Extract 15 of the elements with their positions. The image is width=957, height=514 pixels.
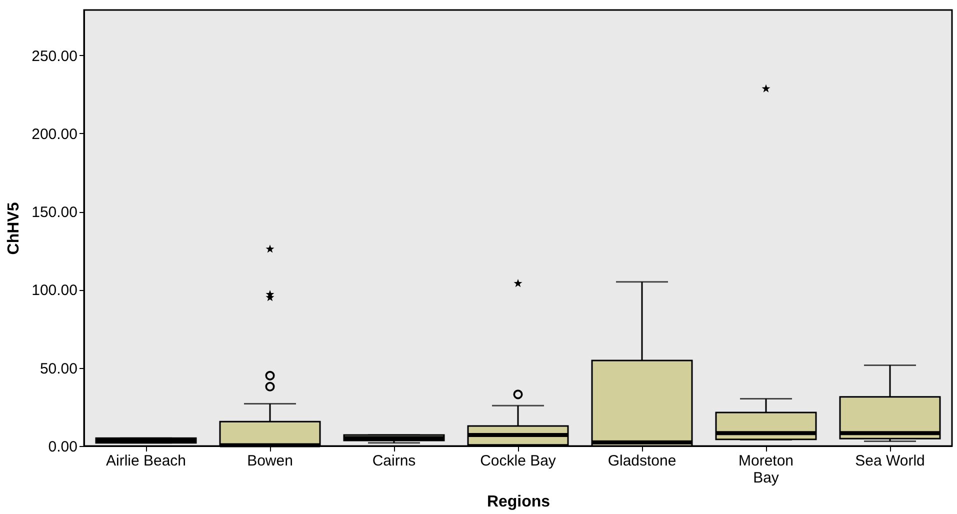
x-tick-label: Airlie Beach <box>106 452 186 470</box>
y-tick-label: 50.00 <box>40 360 78 378</box>
y-tick-label: 250.00 <box>32 48 78 65</box>
x-tick-label: Moreton Bay <box>738 452 794 486</box>
x-axis-title: Regions <box>486 494 550 510</box>
y-tick-label: 100.00 <box>32 282 78 300</box>
y-tick-label: 200.00 <box>32 126 78 143</box>
y-tick-label: 150.00 <box>32 204 78 222</box>
x-tick-label: Bowen <box>247 452 293 470</box>
x-tick-label: Gladstone <box>608 452 676 470</box>
y-tick-label: 0.00 <box>48 438 78 456</box>
x-tick-label: Cockle Bay <box>480 452 556 470</box>
y-axis-title: ChHV5 <box>6 202 23 255</box>
x-tick-label: Cairns <box>372 452 416 470</box>
x-tick-label: Sea World <box>855 452 925 470</box>
